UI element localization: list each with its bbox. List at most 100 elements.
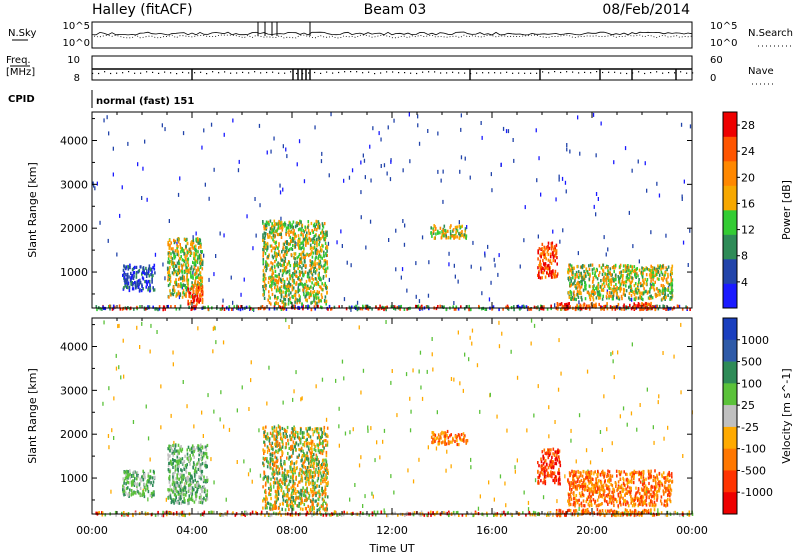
echo-cell [194, 260, 196, 264]
echo-cell [468, 308, 470, 312]
echo-cell [113, 436, 115, 440]
echo-cell [316, 251, 318, 256]
echo-cell [145, 274, 148, 278]
echo-cell [293, 273, 296, 277]
echo-cell [153, 267, 156, 271]
echo-cell [175, 273, 178, 277]
echo-cell [279, 277, 282, 281]
echo-cell [603, 307, 605, 311]
echo-cell [212, 349, 214, 354]
echo-cell [315, 282, 317, 286]
nave-dot [452, 71, 454, 73]
echo-cell [326, 253, 328, 257]
echo-cell [578, 291, 581, 295]
echo-cell [188, 498, 190, 502]
echo-cell [323, 222, 326, 226]
echo-cell [579, 265, 582, 269]
echo-cell [319, 438, 321, 442]
echo-cell [276, 232, 279, 237]
echo-cell [291, 279, 294, 283]
echo-cell [223, 307, 226, 311]
nsky-tick-top: 10^5 [63, 21, 90, 32]
echo-cell [610, 352, 612, 357]
echo-cell [553, 247, 555, 251]
nave-dot [638, 71, 640, 73]
echo-cell [605, 295, 608, 299]
echo-cell [219, 307, 222, 311]
echo-cell [119, 213, 121, 218]
echo-cell [667, 307, 670, 311]
echo-cell [123, 479, 126, 483]
echo-cell [101, 511, 103, 515]
echo-cell [278, 289, 280, 293]
echo-cell [606, 302, 608, 306]
echo-cell [515, 510, 517, 514]
echo-cell [137, 475, 139, 479]
echo-cell [383, 510, 386, 514]
echo-cell [661, 272, 664, 276]
echo-cell [175, 477, 177, 481]
echo-cell [290, 247, 293, 251]
echo-cell [592, 112, 595, 117]
echo-cell [562, 305, 564, 309]
echo-cell [168, 444, 170, 448]
echo-cell [588, 277, 591, 281]
echo-cell [642, 297, 644, 302]
echo-cell [627, 272, 629, 276]
echo-cell [622, 264, 625, 268]
echo-cell [611, 307, 614, 311]
echo-cell [671, 288, 674, 293]
echo-cell [274, 222, 277, 226]
echo-cell [585, 267, 588, 271]
echo-cell [281, 228, 284, 232]
echo-cell [325, 245, 328, 249]
echo-cell [585, 283, 587, 287]
echo-cell [544, 266, 546, 270]
echo-cell [127, 267, 130, 271]
echo-cell [171, 260, 174, 264]
echo-cell [185, 244, 187, 248]
echo-cell [302, 470, 305, 474]
echo-cell [277, 246, 279, 250]
echo-cell [472, 513, 474, 518]
echo-cell [313, 266, 315, 270]
echo-cell [194, 466, 197, 470]
echo-cell [267, 298, 269, 302]
echo-cell [282, 492, 284, 496]
echo-cell [688, 510, 691, 514]
nave-tick-bottom: 0 [710, 73, 716, 84]
echo-cell [427, 305, 430, 309]
echo-cell [272, 276, 275, 280]
echo-cell [193, 488, 195, 492]
echo-cell [634, 303, 636, 308]
echo-cell [288, 455, 291, 459]
echo-cell [282, 400, 284, 405]
echo-cell [285, 474, 287, 478]
echo-cell [173, 483, 176, 487]
echo-cell [628, 273, 631, 277]
echo-cell [276, 254, 278, 258]
echo-cell [559, 239, 561, 244]
echo-cell [303, 179, 306, 184]
echo-cell [546, 513, 548, 517]
echo-cell [538, 156, 540, 161]
echo-cell [628, 279, 631, 283]
echo-cell [676, 304, 679, 308]
echo-cell [642, 278, 644, 282]
echo-cell [174, 498, 177, 502]
echo-cell [607, 247, 609, 252]
echo-cell [574, 307, 577, 312]
echo-cell [288, 457, 290, 461]
echo-cell [184, 482, 186, 486]
echo-cell [615, 282, 617, 287]
echo-cell [606, 266, 609, 270]
echo-cell [282, 144, 284, 149]
echo-cell [650, 294, 652, 298]
echo-cell [324, 270, 327, 274]
echo-cell [263, 236, 266, 240]
echo-cell [292, 231, 295, 235]
echo-cell [145, 483, 148, 487]
echo-cell [200, 477, 202, 481]
echo-cell [171, 271, 174, 275]
echo-cell [176, 461, 179, 465]
